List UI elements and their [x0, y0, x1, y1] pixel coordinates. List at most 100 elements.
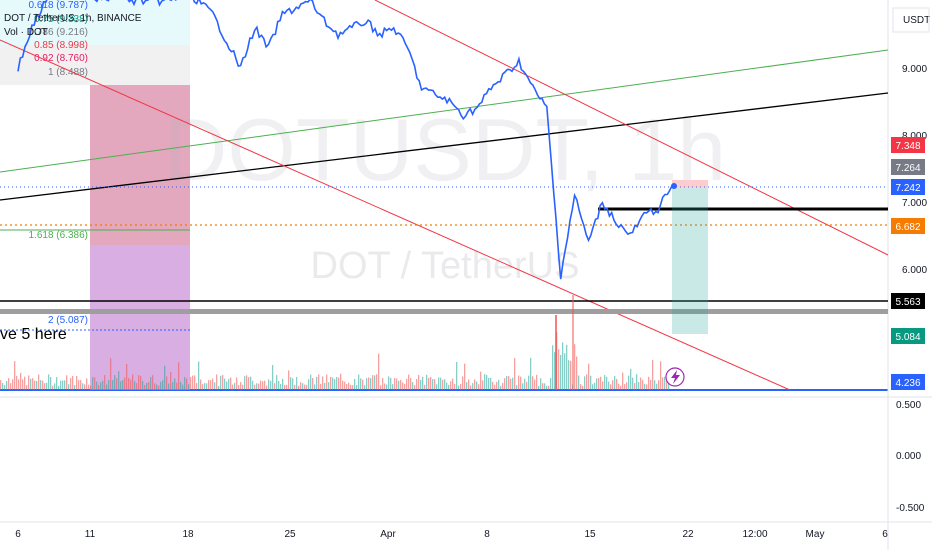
volume-bar [280, 383, 282, 390]
volume-bar [308, 379, 310, 390]
channel-lower-line [0, 39, 791, 391]
volume-bar [4, 385, 6, 390]
volume-bar [178, 362, 180, 390]
support-band [0, 309, 888, 314]
volume-bar [534, 379, 536, 390]
volume-bar [432, 379, 434, 390]
volume-bar [474, 379, 476, 390]
volume-bar [336, 376, 338, 390]
volume-bar [160, 381, 162, 390]
volume-bar [382, 378, 384, 390]
volume-bar [354, 378, 356, 390]
volume-bar [180, 381, 182, 390]
volume-bar [172, 382, 174, 390]
volume-bar [248, 377, 250, 390]
volume-bar [558, 349, 560, 390]
volume-bar [94, 377, 96, 390]
volume-bar [86, 378, 88, 390]
volume-bar [170, 372, 172, 390]
volume-bar [40, 380, 42, 390]
volume-bar [76, 376, 78, 390]
price-badge-label: 7.264 [895, 163, 920, 174]
volume-bar [502, 383, 504, 390]
volume-bar [652, 359, 654, 390]
volume-bar [136, 383, 138, 390]
volume-bar [510, 378, 512, 390]
volume-bar [376, 374, 378, 390]
price-badge-label: 5.084 [895, 332, 920, 343]
volume-bar [16, 375, 18, 390]
volume-bar [366, 378, 368, 390]
volume-bar [648, 376, 650, 390]
volume-bar [10, 383, 12, 390]
volume-bar [116, 378, 118, 390]
volume-bar [418, 374, 420, 390]
volume-bar [460, 383, 462, 390]
green-trend-line [0, 49, 889, 173]
volume-bar [88, 384, 90, 390]
volume-bar [412, 382, 414, 390]
volume-bar [608, 381, 610, 390]
volume-bar [334, 379, 336, 390]
volume-bar [52, 385, 54, 390]
volume-bar [92, 377, 94, 390]
volume-bar [540, 378, 542, 390]
volume-bar [314, 384, 316, 390]
volume-bar [626, 382, 628, 390]
volume-bar [236, 377, 238, 390]
volume-bar [386, 384, 388, 390]
volume-bar [250, 376, 252, 390]
time-tick-label: 6 [882, 529, 888, 540]
volume-bar [428, 377, 430, 390]
volume-bar [504, 378, 506, 390]
volume-bar [520, 376, 522, 390]
volume-bar [338, 377, 340, 390]
volume-bar [410, 378, 412, 390]
volume-bar [562, 342, 564, 390]
volume-bar [78, 380, 80, 390]
volume-bar [306, 384, 308, 390]
volume-bar [266, 385, 268, 390]
volume-bar [434, 379, 436, 390]
volume-bar [356, 385, 358, 390]
volume-bar [604, 375, 606, 390]
volume-bar [232, 384, 234, 390]
volume-bar [350, 384, 352, 390]
volume-bar [390, 377, 392, 390]
volume-tick-label: -0.500 [896, 503, 925, 514]
volume-bar [274, 383, 276, 390]
volume-bar [462, 376, 464, 390]
volume-bar [122, 379, 124, 390]
volume-bar [362, 379, 364, 390]
volume-bar [550, 377, 552, 390]
volume-bar [518, 375, 520, 390]
time-tick-label: 12:00 [742, 529, 767, 540]
volume-bar [224, 378, 226, 390]
volume-bar [596, 378, 598, 390]
volume-bar [284, 384, 286, 390]
volume-bar [524, 378, 526, 390]
volume-bar [394, 377, 396, 390]
volume-bar [620, 385, 622, 390]
volume-bar [580, 384, 582, 390]
volume-bar [104, 375, 106, 390]
time-tick-label: Apr [380, 529, 396, 540]
volume-bar [516, 385, 518, 390]
volume-bar [636, 374, 638, 390]
volume-bar [360, 378, 362, 390]
volume-bar [112, 380, 114, 390]
volume-bar [70, 378, 72, 390]
price-badge-label: 7.242 [895, 183, 920, 194]
volume-bar [392, 384, 394, 390]
volume-bar [340, 373, 342, 390]
volume-bar [296, 377, 298, 390]
volume-bar [600, 376, 602, 390]
volume-bar [508, 376, 510, 390]
price-badge-label: 4.236 [895, 378, 920, 389]
volume-bar [30, 378, 32, 390]
volume-bar [564, 353, 566, 390]
volume-bar [482, 380, 484, 390]
volume-bar [200, 379, 202, 390]
volume-bar [22, 379, 24, 390]
